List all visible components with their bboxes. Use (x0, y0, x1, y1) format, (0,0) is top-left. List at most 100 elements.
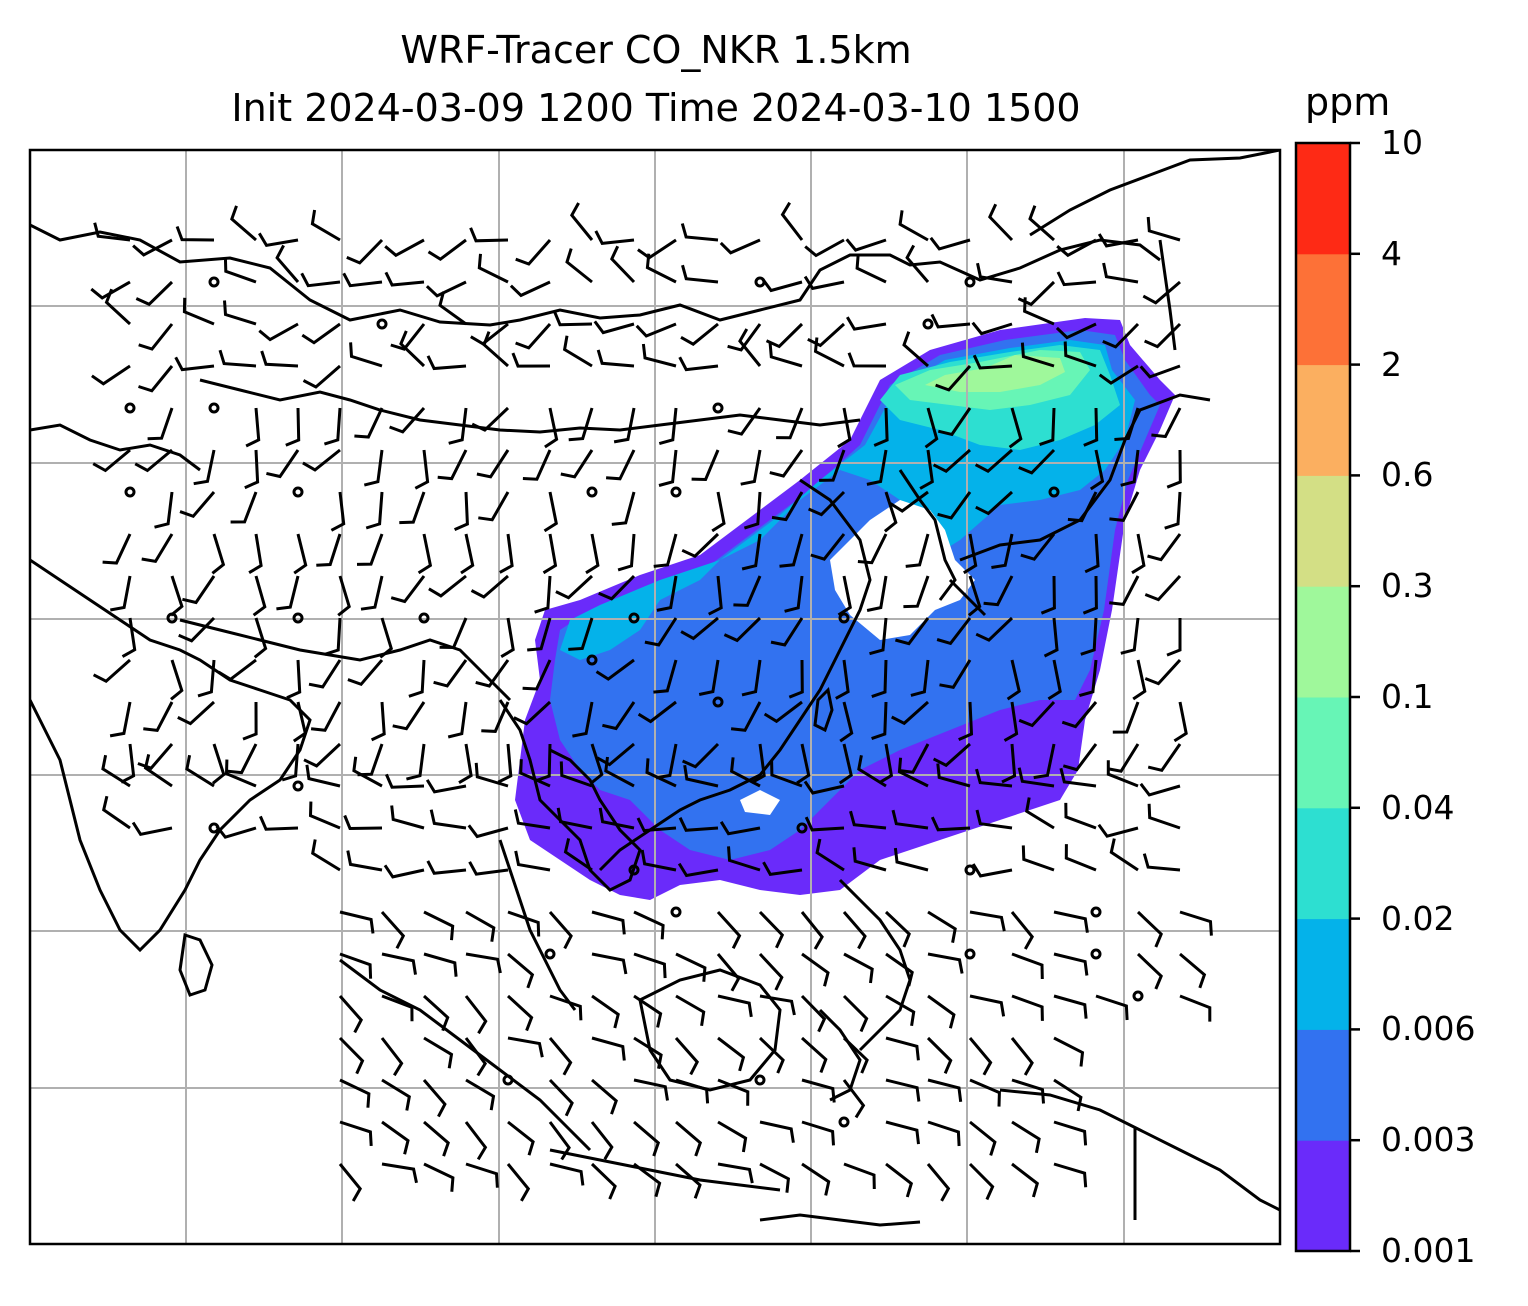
wind-barb (759, 1120, 795, 1143)
wind-barb (568, 407, 594, 442)
wind-barb (352, 756, 383, 788)
wind-barb (641, 343, 677, 368)
java (549, 1148, 781, 1192)
wind-barb (572, 701, 594, 738)
wind-barb (591, 910, 626, 935)
wind-barb (275, 244, 300, 283)
wind-barb (384, 238, 425, 258)
wind-barb (604, 756, 635, 788)
wind-barb (500, 617, 515, 658)
wind-barb (1006, 659, 1021, 701)
wind-barb (610, 245, 636, 284)
calm-wind-marker (712, 402, 724, 414)
wind-barb (807, 322, 846, 348)
wind-barb (800, 994, 827, 1033)
wind-barb (717, 1162, 754, 1184)
wind-barb (759, 994, 796, 1016)
wind-barb (285, 407, 301, 447)
wind-barb (975, 490, 1014, 516)
wind-barb (937, 407, 972, 437)
wind-barb (497, 743, 513, 784)
calm-wind-marker (838, 1116, 850, 1128)
wind-barb (244, 449, 260, 490)
wind-barb (885, 1120, 920, 1145)
wind-barb (464, 995, 488, 1035)
wind-barb (1011, 994, 1044, 1021)
wind-barb (891, 700, 930, 726)
wind-barb (338, 1163, 363, 1202)
wind-barb (423, 952, 458, 977)
colorbar-tick-label: 4 (1381, 233, 1402, 273)
wind-barb (958, 701, 974, 741)
wind-barb (932, 448, 971, 474)
wind-barb (101, 754, 131, 788)
colorbar-tick-label: 0.02 (1381, 898, 1455, 938)
wind-barb (788, 659, 804, 699)
wind-barb (971, 321, 1013, 336)
wind-barb (1028, 205, 1055, 242)
wind-barb (143, 754, 173, 788)
wind-barb (339, 1078, 371, 1108)
wind-barb (991, 533, 1014, 569)
wind-barb (590, 1121, 614, 1160)
wind-barb (1089, 449, 1105, 491)
calm-wind-marker (376, 318, 388, 330)
wind-barb (522, 659, 552, 691)
wind-barb (514, 850, 551, 872)
wind-barb (511, 352, 551, 368)
wind-barb (1147, 803, 1181, 830)
wind-barb (1120, 617, 1140, 655)
wind-barb (779, 533, 804, 568)
wind-barb (170, 575, 184, 617)
borneo (638, 968, 782, 1092)
wind-barb (761, 278, 803, 293)
wind-barb (464, 1121, 488, 1161)
wind-barb (426, 860, 467, 875)
plume-level-0.1 (925, 355, 1065, 392)
wind-barb (417, 533, 433, 575)
wind-barb (475, 659, 510, 688)
wind-barb (482, 331, 509, 368)
wind-barb (893, 847, 929, 872)
wind-barb (513, 700, 552, 726)
wind-barb (866, 575, 888, 612)
wind-barb (591, 994, 620, 1029)
calm-wind-marker (1090, 906, 1102, 918)
wind-barb (227, 743, 258, 775)
wind-barb (803, 780, 845, 795)
wind-barb (426, 355, 467, 371)
wind-barb (591, 1036, 626, 1061)
wind-barb (716, 953, 741, 992)
wind-barb (339, 952, 373, 979)
wind-barb (645, 758, 677, 788)
wind-barb (1146, 216, 1181, 242)
wind-barb (1003, 701, 1019, 742)
wind-barb (385, 773, 425, 789)
colorbar-tick-label: 0.1 (1381, 677, 1434, 716)
wind-barb (474, 762, 509, 788)
wind-barb (711, 491, 726, 533)
wind-barb (338, 995, 364, 1034)
wind-barb (926, 1163, 951, 1202)
calm-wind-marker (964, 864, 976, 876)
wind-barb (633, 910, 665, 940)
wind-barb (1033, 743, 1056, 780)
wind-barb (1098, 364, 1139, 385)
wind-barb (974, 448, 1013, 474)
wind-barb (390, 323, 426, 351)
wind-barb (384, 271, 425, 287)
wind-barb (1120, 449, 1140, 487)
wind-barb (613, 407, 636, 444)
wind-barb (211, 743, 226, 785)
wind-barb (292, 701, 307, 743)
wind-barb (837, 407, 852, 449)
wind-barb (1023, 297, 1055, 326)
wind-barb (185, 754, 215, 788)
wind-barb (1082, 575, 1098, 615)
wind-barb (675, 1078, 710, 1104)
colorbar-segment (1296, 253, 1350, 366)
wind-barb (698, 659, 720, 696)
wind-barb (515, 323, 552, 350)
wind-barb (293, 533, 308, 575)
wind-barb (680, 223, 719, 242)
